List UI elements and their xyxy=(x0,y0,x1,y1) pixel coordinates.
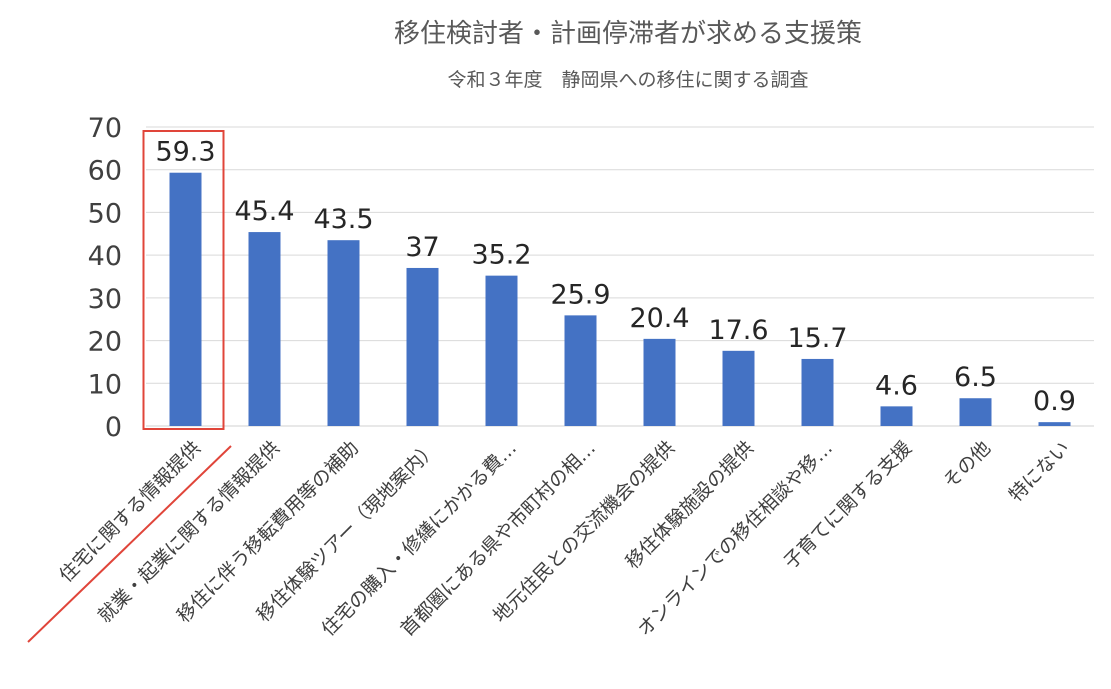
bar xyxy=(564,315,597,426)
chart-title: 移住検討者・計画停滞者が求める支援策 xyxy=(394,19,862,49)
bars xyxy=(169,172,1071,426)
data-label: 15.7 xyxy=(787,323,847,354)
y-tick-label: 40 xyxy=(88,241,122,272)
bar xyxy=(327,240,360,426)
y-tick-label: 30 xyxy=(88,284,122,315)
highlight-box xyxy=(142,130,225,430)
bar xyxy=(959,398,992,426)
bar xyxy=(1038,422,1071,426)
y-tick-label: 10 xyxy=(88,369,122,400)
bar xyxy=(643,338,676,426)
data-label: 4.6 xyxy=(875,370,918,401)
y-tick-label: 70 xyxy=(88,113,122,144)
data-label: 37 xyxy=(405,232,439,263)
data-label: 25.9 xyxy=(550,279,610,310)
bar xyxy=(801,358,834,426)
highlight-annotation xyxy=(27,130,232,643)
x-tick-label: 特にない xyxy=(1005,437,1074,506)
data-label: 43.5 xyxy=(313,204,373,235)
data-label: 6.5 xyxy=(954,362,997,393)
data-label: 45.4 xyxy=(234,196,294,227)
data-label: 59.3 xyxy=(155,137,215,168)
chart-subtitle: 令和３年度 静岡県への移住に関する調査 xyxy=(447,69,808,91)
gridlines xyxy=(146,126,1094,427)
data-label: 35.2 xyxy=(471,240,531,271)
y-axis-ticks: 0 10 20 30 40 50 60 70 xyxy=(88,113,122,443)
bar xyxy=(406,267,439,426)
bar xyxy=(169,172,202,426)
data-label: 17.6 xyxy=(708,315,768,346)
x-tick-label: 住宅に関する情報提供 xyxy=(55,437,205,587)
y-tick-label: 50 xyxy=(88,198,122,229)
x-tick-label: その他 xyxy=(939,437,995,493)
data-label: 20.4 xyxy=(629,303,689,334)
bar xyxy=(880,406,913,426)
y-tick-label: 60 xyxy=(88,156,122,187)
y-tick-label: 20 xyxy=(88,327,122,358)
data-label: 0.9 xyxy=(1033,386,1076,417)
bar xyxy=(248,232,281,426)
bar xyxy=(485,275,518,426)
bar xyxy=(722,350,755,426)
y-tick-label: 0 xyxy=(105,412,122,443)
data-labels: 59.3 45.4 43.5 37 35.2 25.9 20.4 17.6 15.7 4.6 6.5… xyxy=(155,137,1076,417)
highlight-underline xyxy=(27,445,232,643)
